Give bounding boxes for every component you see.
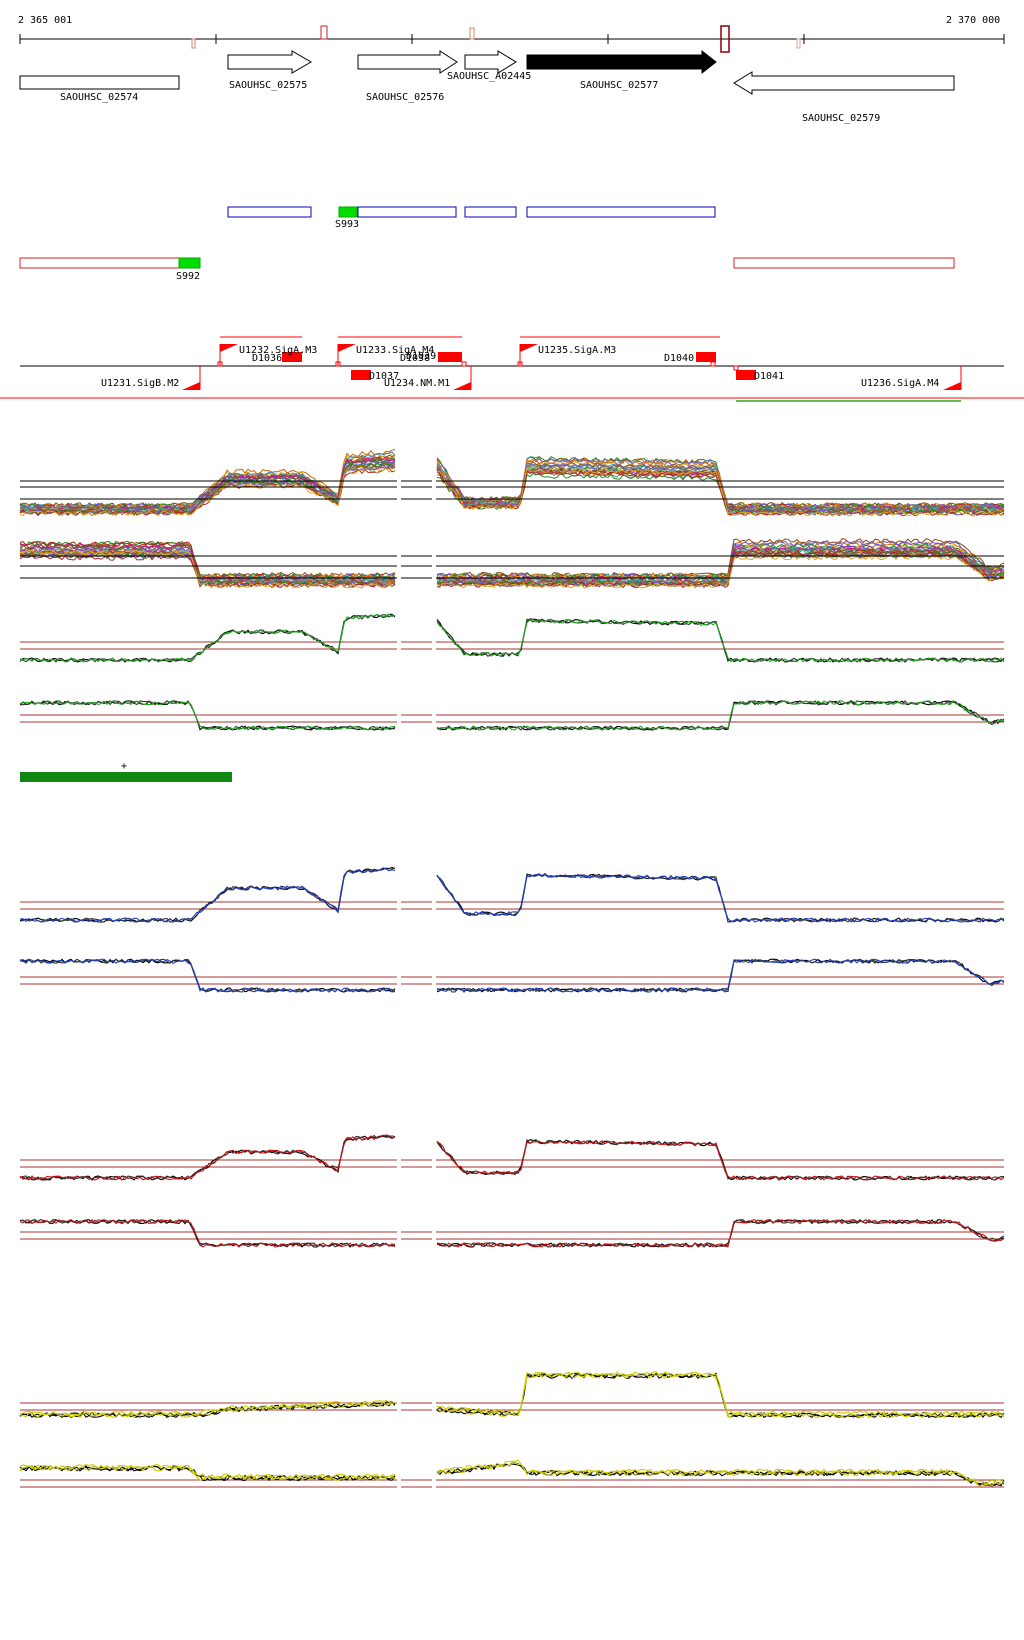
gene-label: SAOUHSC_02577	[580, 80, 658, 91]
downshift-label[interactable]: D1040	[664, 353, 694, 364]
gene-label: SAOUHSC_02575	[229, 80, 307, 91]
segment-track-plus: S993	[227, 206, 716, 230]
segment-box[interactable]	[526, 206, 716, 218]
region-marker: +	[121, 761, 127, 772]
gene-saouhsc-02576[interactable]: SAOUHSC_02576	[357, 50, 458, 103]
segment-box[interactable]	[19, 257, 180, 269]
segment-s993[interactable]	[338, 206, 358, 218]
ruler-mark	[469, 27, 475, 40]
segment-box[interactable]	[227, 206, 312, 218]
transcription-unit-track: U1232.SigA.M3 U1233.SigA.M4 U1235.SigA.M…	[0, 336, 1024, 402]
tu-label[interactable]: U1236.SigA.M4	[861, 378, 939, 389]
ruler-mark	[720, 25, 730, 53]
gene-saouhsc-a02445[interactable]: SAOUHSC_A02445	[447, 50, 531, 82]
ruler-mark	[796, 38, 801, 49]
segment-label: S992	[176, 271, 200, 282]
tu-label[interactable]: U1233.SigA.M4	[356, 345, 434, 356]
tu-label[interactable]: U1235.SigA.M3	[538, 345, 616, 356]
region-bar: +	[20, 761, 232, 782]
segment-s992[interactable]	[178, 257, 201, 269]
gene-saouhsc-02577[interactable]: SAOUHSC_02577	[526, 49, 717, 91]
segment-label: S993	[335, 219, 359, 230]
segment-box[interactable]	[357, 206, 457, 218]
downshift-label[interactable]: D1036	[252, 353, 282, 364]
expression-profiles	[19, 448, 1005, 1500]
segment-track-minus: S992	[19, 257, 955, 282]
gene-saouhsc-02574[interactable]: SAOUHSC_02574	[19, 75, 180, 103]
gene-label: SAOUHSC_A02445	[447, 71, 531, 82]
coordinate-start-label: 2 365 001	[18, 15, 72, 26]
gene-label: SAOUHSC_02574	[60, 92, 138, 103]
segment-box[interactable]	[464, 206, 517, 218]
gene-track: SAOUHSC_02574 SAOUHSC_02575 SAOUHSC_0257…	[19, 49, 955, 124]
downshift-label[interactable]: D1038	[400, 353, 430, 364]
downshift-label[interactable]: D1037	[369, 371, 399, 382]
coordinate-end-label: 2 370 000	[946, 15, 1000, 26]
gene-label: SAOUHSC_02579	[802, 113, 880, 124]
ruler-mark	[191, 38, 196, 49]
downshift-label[interactable]: D1039	[406, 351, 436, 362]
gene-saouhsc-02579[interactable]: SAOUHSC_02579	[733, 71, 955, 124]
gene-label: SAOUHSC_02576	[366, 92, 444, 103]
segment-box[interactable]	[733, 257, 955, 269]
tu-label[interactable]: U1234.NM.M1	[384, 378, 450, 389]
tu-label[interactable]: U1231.SigB.M2	[101, 378, 179, 389]
downshift-label[interactable]: D1041	[754, 371, 784, 382]
gene-saouhsc-02575[interactable]: SAOUHSC_02575	[227, 50, 312, 91]
coordinate-ruler: 2 365 001 2 370 000	[18, 15, 1005, 53]
green-region-bar[interactable]	[20, 772, 232, 782]
ruler-mark	[320, 25, 328, 40]
tu-label[interactable]: U1232.SigA.M3	[239, 345, 317, 356]
